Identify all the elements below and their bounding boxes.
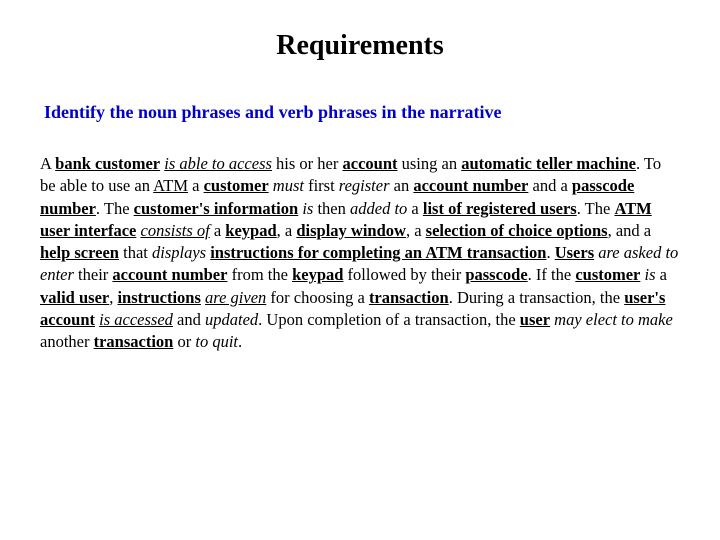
text-run: transaction: [369, 288, 449, 307]
text-run: to quit: [195, 332, 238, 351]
text-run: a: [407, 199, 423, 218]
text-run: . The: [96, 199, 134, 218]
text-run: another: [40, 332, 94, 351]
text-run: user: [520, 310, 550, 329]
text-run: is: [302, 199, 313, 218]
slide-title: Requirements: [40, 30, 680, 62]
text-run: that: [119, 243, 152, 262]
text-run: keypad: [292, 265, 343, 284]
text-run: their: [74, 265, 113, 284]
text-run: a: [188, 176, 204, 195]
text-run: added to: [350, 199, 407, 218]
text-run: are given: [205, 288, 266, 307]
text-run: account: [343, 154, 398, 173]
text-run: ATM: [153, 176, 188, 195]
text-run: account number: [413, 176, 528, 195]
text-run: followed by their: [343, 265, 465, 284]
text-run: . Upon completion of a transaction, the: [258, 310, 520, 329]
text-run: is able to access: [164, 154, 272, 173]
text-run: customer: [575, 265, 640, 284]
text-run: consists of: [141, 221, 210, 240]
text-run: list of registered users: [423, 199, 577, 218]
text-run: register: [339, 176, 390, 195]
slide-container: Requirements Identify the noun phrases a…: [0, 0, 720, 373]
text-run: keypad: [225, 221, 276, 240]
text-run: his or her: [272, 154, 343, 173]
text-run: is accessed: [99, 310, 173, 329]
text-run: passcode: [465, 265, 527, 284]
text-run: . The: [577, 199, 615, 218]
text-run: from the: [227, 265, 292, 284]
text-run: selection of choice options: [426, 221, 608, 240]
text-run: .: [238, 332, 242, 351]
text-run: , a: [277, 221, 297, 240]
text-run: must: [273, 176, 304, 195]
text-run: .: [546, 243, 554, 262]
text-run: and a: [528, 176, 572, 195]
text-run: help screen: [40, 243, 119, 262]
text-run: for choosing a: [266, 288, 369, 307]
text-run: a: [210, 221, 226, 240]
text-run: displays: [152, 243, 206, 262]
text-run: instructions for completing an ATM trans…: [210, 243, 546, 262]
text-run: valid user: [40, 288, 109, 307]
text-run: or: [173, 332, 195, 351]
text-run: may elect to make: [554, 310, 673, 329]
slide-subtitle: Identify the noun phrases and verb phras…: [44, 102, 680, 123]
text-run: updated: [205, 310, 258, 329]
text-run: . If the: [528, 265, 576, 284]
text-run: is: [645, 265, 656, 284]
text-run: , a: [406, 221, 426, 240]
text-run: display window: [296, 221, 406, 240]
text-run: , and a: [608, 221, 652, 240]
text-run: bank customer: [55, 154, 160, 173]
text-run: customer's information: [134, 199, 299, 218]
text-run: account number: [112, 265, 227, 284]
text-run: Users: [555, 243, 594, 262]
text-run: automatic teller machine: [461, 154, 636, 173]
text-run: an: [390, 176, 414, 195]
narrative-paragraph: A bank customer is able to access his or…: [40, 153, 680, 353]
text-run: . During a transaction, the: [449, 288, 625, 307]
text-run: using an: [398, 154, 462, 173]
text-run: customer: [204, 176, 269, 195]
text-run: then: [313, 199, 350, 218]
text-run: instructions: [117, 288, 200, 307]
text-run: first: [304, 176, 339, 195]
text-run: A: [40, 154, 55, 173]
text-run: a: [656, 265, 667, 284]
text-run: and: [173, 310, 205, 329]
text-run: transaction: [94, 332, 174, 351]
